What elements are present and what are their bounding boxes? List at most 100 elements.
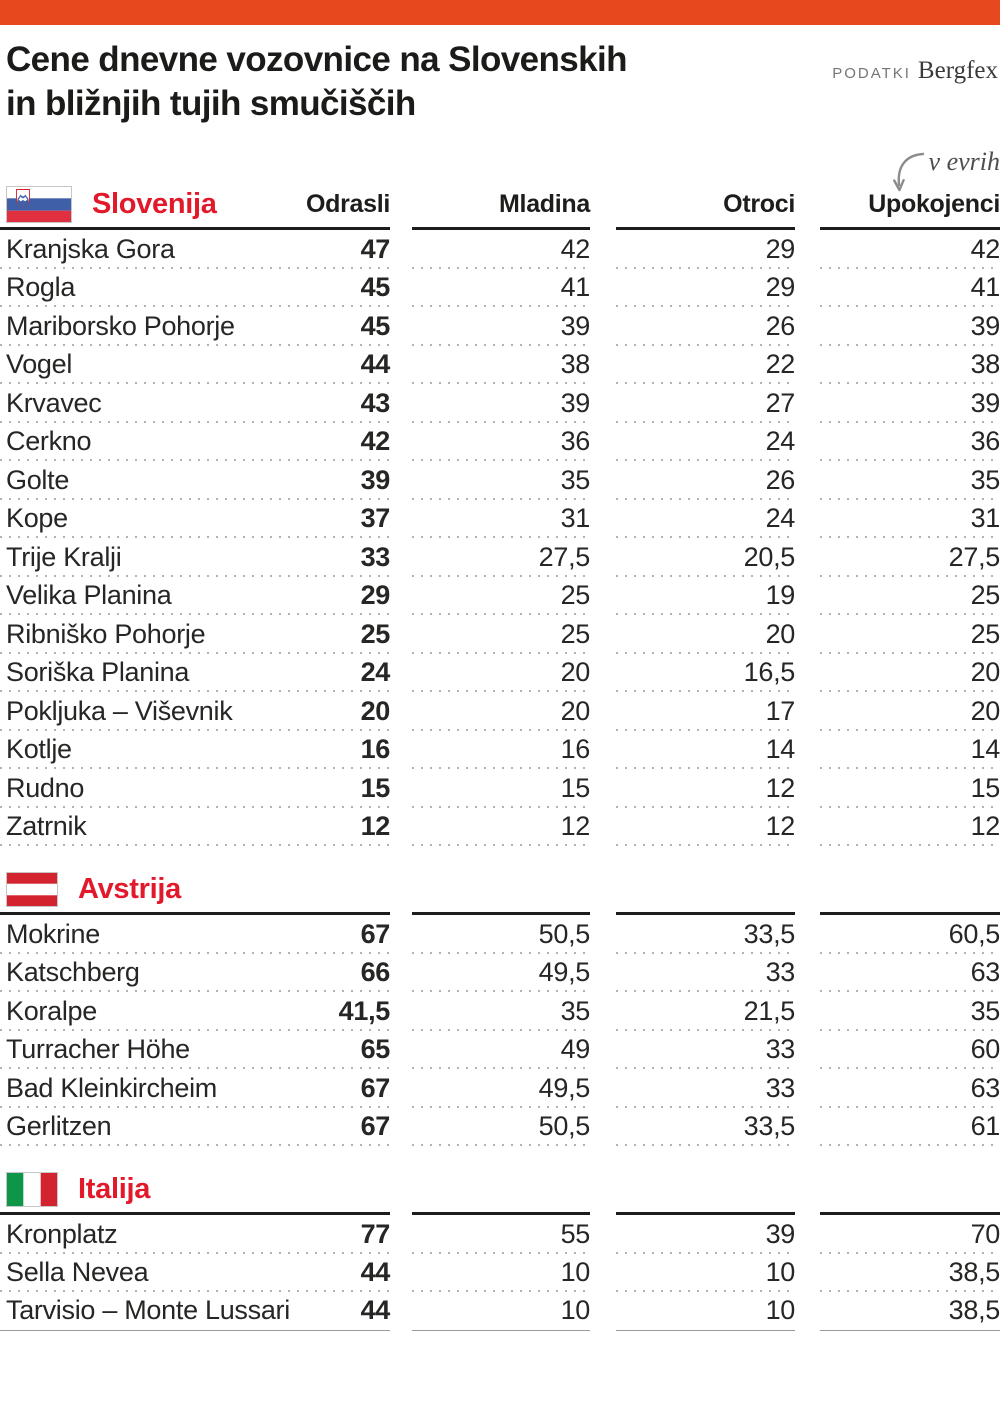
resort-cell: Mokrine 67	[0, 915, 390, 954]
resort-cell: Sella Nevea 44	[0, 1253, 391, 1292]
table-row-avstrija-3: Turracher Höhe 65 49 33 60	[0, 1030, 1000, 1069]
price-cell: 33,5	[616, 1107, 796, 1146]
table-row-avstrija-5: Gerlitzen 67 50,5 33,5 61	[0, 1107, 1000, 1146]
resort-name: Rogla	[6, 272, 76, 303]
price-otroci: 10	[765, 1295, 796, 1326]
resort-name: Vogel	[6, 349, 73, 380]
resort-cell: Kranjska Gora 47	[0, 230, 390, 269]
table-row-slovenija-5: Cerkno 42 36 24 36	[0, 422, 1000, 461]
table-row-slovenija-13: Kotlje 16 16 14 14	[0, 730, 1000, 769]
price-upokojenci: 41	[970, 272, 1000, 303]
section-title-italija: Italija	[78, 1173, 151, 1205]
table-row-slovenija-14: Rudno 15 15 12 15	[0, 769, 1000, 808]
price-otroci: 20	[765, 618, 796, 649]
header-cell: Italija	[0, 1167, 390, 1215]
price-upokojenci: 60,5	[948, 918, 1000, 949]
price-odrasli: 33	[360, 541, 391, 572]
unit-note-text: v evrih	[928, 147, 1000, 176]
price-cell: 12	[616, 807, 795, 846]
header-cell: Otroci	[616, 182, 795, 230]
resort-name: Koralpe	[6, 995, 97, 1026]
price-cell: 35	[412, 992, 590, 1031]
price-cell: 20	[820, 653, 1000, 692]
price-cell: 24	[616, 499, 795, 538]
price-cell: 35	[412, 461, 590, 500]
resort-cell: Rudno 15	[0, 769, 390, 808]
price-odrasli: 67	[360, 1111, 391, 1142]
price-odrasli: 25	[360, 618, 391, 649]
resort-cell: Velika Planina 29	[0, 576, 390, 615]
data-source: PODATKI Bergfex	[832, 57, 998, 85]
price-cell: 22	[616, 345, 795, 384]
resort-name: Turracher Höhe	[6, 1034, 190, 1065]
price-upokojenci: 35	[970, 464, 1000, 495]
resort-name: Soriška Planina	[6, 657, 190, 688]
price-odrasli: 44	[360, 1257, 391, 1288]
price-odrasli: 24	[360, 657, 391, 688]
resort-cell: Soriška Planina 24	[0, 653, 391, 692]
price-cell: 26	[616, 461, 795, 500]
price-upokojenci: 61	[970, 1111, 1000, 1142]
resort-name: Ribniško Pohorje	[6, 618, 206, 649]
table-row-italija-1: Sella Nevea 44 10 10 38,5	[0, 1253, 1000, 1292]
resort-name: Kranjska Gora	[6, 233, 175, 264]
header-cell: Upokojenci	[820, 182, 1000, 230]
price-mladina: 25	[560, 580, 591, 611]
resort-name: Golte	[6, 464, 70, 495]
price-upokojenci: 38,5	[948, 1257, 1000, 1288]
section-title-slovenija: Slovenija	[92, 188, 217, 220]
source-name: Bergfex	[917, 57, 998, 84]
section-flag: Italija	[6, 1172, 150, 1207]
price-odrasli: 65	[360, 1034, 391, 1065]
price-cell: 12	[412, 807, 591, 846]
table-row-slovenija-4: Krvavec 43 39 27 39	[0, 384, 1000, 423]
price-mladina: 12	[560, 811, 591, 842]
table-row-slovenija-12: Pokljuka – Viševnik 20 20 17 20	[0, 692, 1000, 731]
price-odrasli: 47	[360, 233, 391, 264]
table-row-slovenija-15: Zatrnik 12 12 12 12	[0, 807, 1000, 846]
italy-flag-icon	[6, 1172, 58, 1207]
price-cell: 12	[820, 807, 1000, 846]
price-cell: 39	[820, 384, 1000, 423]
price-cell: 38,5	[820, 1292, 1000, 1331]
price-odrasli: 43	[360, 387, 391, 418]
table-row-avstrija-1: Katschberg 66 49,5 33 63	[0, 953, 1000, 992]
header-cell	[616, 1167, 795, 1215]
price-cell: 24	[616, 422, 795, 461]
price-upokojenci: 25	[970, 580, 1000, 611]
price-odrasli: 44	[360, 1295, 391, 1326]
price-cell: 14	[820, 730, 1000, 769]
resort-name: Zatrnik	[6, 811, 87, 842]
sections: Slovenija Odrasli Mladina Otroci Upokojenci K…	[0, 182, 1000, 1331]
column-header-0: Odrasli	[305, 190, 390, 218]
price-cell: 26	[616, 307, 795, 346]
price-cell: 14	[616, 730, 795, 769]
price-cell: 25	[412, 576, 591, 615]
price-cell: 39	[820, 307, 1000, 346]
price-mladina: 20	[560, 657, 591, 688]
price-upokojenci: 31	[970, 503, 1000, 534]
price-mladina: 49,5	[538, 1072, 591, 1103]
price-otroci: 39	[765, 1218, 796, 1249]
section-header-row: Avstrija	[0, 867, 1000, 915]
price-odrasli: 67	[360, 918, 391, 949]
price-cell: 29	[616, 230, 795, 269]
price-cell: 50,5	[412, 1107, 590, 1146]
header-cell	[616, 867, 795, 915]
section-flag: Slovenija	[6, 186, 217, 223]
price-cell: 49	[412, 1030, 590, 1069]
table-row-slovenija-1: Rogla 45 41 29 41	[0, 268, 1000, 307]
price-mladina: 55	[560, 1218, 591, 1249]
price-otroci: 29	[765, 272, 796, 303]
section-title-avstrija: Avstrija	[78, 873, 181, 905]
table-row-slovenija-3: Vogel 44 38 22 38	[0, 345, 1000, 384]
resort-name: Mokrine	[6, 918, 100, 949]
price-upokojenci: 27,5	[948, 541, 1000, 572]
price-cell: 36	[820, 422, 1000, 461]
price-otroci: 33,5	[743, 1111, 796, 1142]
resort-cell: Bad Kleinkircheim 67	[0, 1069, 390, 1108]
table-row-slovenija-2: Mariborsko Pohorje 45 39 26 39	[0, 307, 1000, 346]
price-mladina: 27,5	[538, 541, 591, 572]
price-mladina: 49,5	[538, 957, 591, 988]
